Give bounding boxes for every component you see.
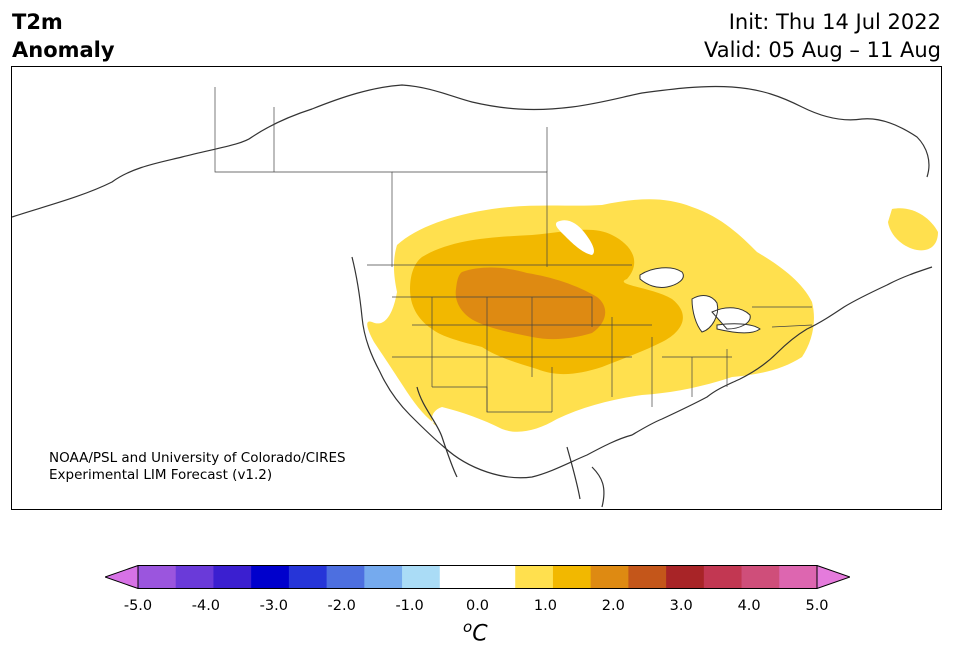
colorbar-tick-label: -5.0: [123, 598, 153, 614]
colorbar-tick-label: 0.0: [465, 598, 490, 614]
anomaly-map: [12, 84, 938, 508]
forecast-dates: Init: Thu 14 Jul 2022 Valid: 05 Aug – 11…: [704, 8, 941, 64]
colorbar-unit: oC: [463, 618, 488, 646]
colorbar-segment: [364, 565, 403, 589]
map-title: T2m Anomaly: [12, 8, 115, 64]
anomaly-region-east: [888, 208, 938, 251]
credit-text: NOAA/PSL and University of Colorado/CIRE…: [49, 450, 346, 484]
colorbar-segment: [251, 565, 290, 589]
colorbar-tick-label: 5.0: [805, 598, 829, 614]
colorbar-segment: [590, 565, 629, 589]
colorbar-segment: [402, 565, 441, 589]
colorbar-tick-label: 2.0: [601, 598, 625, 614]
colorbar-tick-label: 1.0: [533, 598, 557, 614]
credit-line-2: Experimental LIM Forecast (v1.2): [49, 467, 273, 483]
title-line-2: Anomaly: [12, 38, 115, 62]
colorbar-tick-label: -2.0: [327, 598, 356, 614]
colorbar-extend-low: [105, 565, 139, 589]
colorbar-segment: [477, 565, 516, 589]
colorbar-segment: [288, 565, 328, 589]
credit-line-1: NOAA/PSL and University of Colorado/CIRE…: [49, 450, 346, 466]
great-lakes: [639, 267, 761, 334]
colorbar-extend-high: [816, 565, 850, 589]
map-panel: [11, 66, 942, 510]
title-line-1: T2m: [12, 10, 63, 34]
init-date: Init: Thu 14 Jul 2022: [728, 10, 941, 34]
colorbar-tick-label: 3.0: [669, 598, 693, 614]
colorbar-segment: [703, 565, 743, 589]
colorbar-segment: [628, 565, 667, 589]
colorbar-tick-label: -4.0: [191, 598, 221, 614]
colorbar-segment: [779, 565, 818, 589]
unit-degree: o: [463, 618, 473, 636]
colorbar-tick-label: -1.0: [395, 598, 424, 614]
colorbar-tick-label: -3.0: [259, 598, 288, 614]
anomaly-region-1.5: [455, 267, 606, 340]
coastlines: [12, 84, 933, 508]
colorbar-segment: [138, 565, 177, 589]
colorbar: [105, 565, 850, 589]
colorbar-segment: [666, 565, 705, 589]
colorbar-segment: [515, 565, 554, 589]
colorbar-segment: [552, 565, 592, 589]
colorbar-segment: [175, 565, 214, 589]
colorbar-segment: [741, 565, 780, 589]
lake-winnipeg-zone: [555, 220, 595, 255]
colorbar-segment: [439, 565, 478, 589]
colorbar-tick-label: 4.0: [737, 598, 761, 614]
valid-dates: Valid: 05 Aug – 11 Aug: [703, 38, 941, 62]
colorbar-segment: [213, 565, 252, 589]
colorbar-border: [137, 565, 818, 589]
colorbar-segment: [326, 565, 365, 589]
state-boundaries: [214, 87, 813, 413]
unit-celsius: C: [472, 621, 488, 647]
